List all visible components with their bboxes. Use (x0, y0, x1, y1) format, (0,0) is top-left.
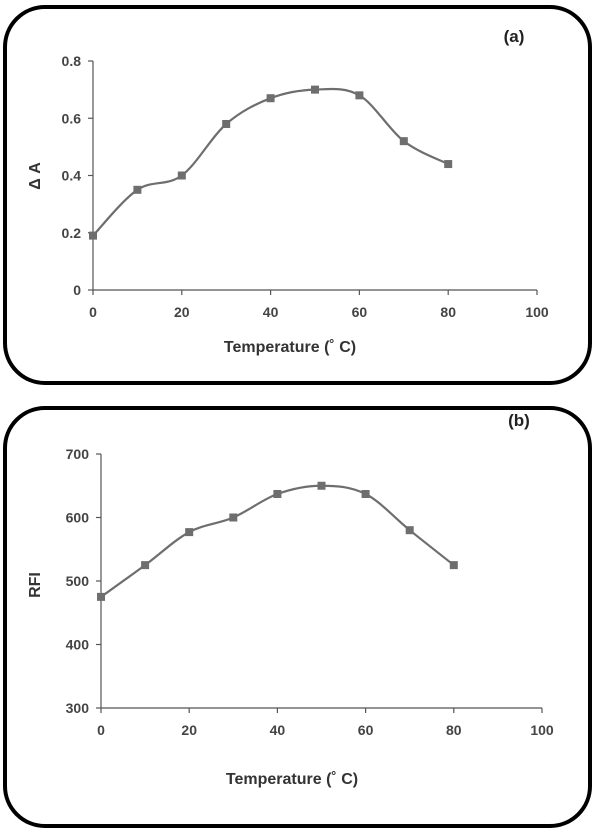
chart-a-x-tick-label: 20 (174, 304, 190, 320)
chart-b-series-line (100, 484, 455, 598)
chart-a-x-axis-title: Temperature (˚ C) (224, 339, 356, 356)
chart-a-data-point (399, 137, 408, 146)
chart-a: 0 0.2 0.4 0.6 0.8 0 20 40 60 80 100 Temperature (˚ … (27, 27, 549, 356)
chart-b-data-point (361, 490, 370, 499)
chart-a-y-tick-label: 0.2 (62, 225, 82, 241)
chart-a-data-point (89, 231, 97, 240)
chart-a-x-tick-label: 0 (89, 304, 97, 320)
chart-b-y-tick-label: 700 (66, 446, 90, 462)
chart-a-x-tick-label: 100 (525, 304, 549, 320)
chart-a-data-point (444, 160, 453, 169)
chart-a-y-tick-label: 0.8 (62, 53, 82, 69)
chart-b-y-axis-title: RFI (27, 572, 44, 598)
chart-a-data-point (177, 171, 186, 180)
chart-b-x-tick-label: 20 (181, 722, 197, 738)
chart-a-data-point (133, 185, 142, 194)
panel-a-frame (3, 5, 592, 385)
chart-a-x-tick-label: 40 (263, 304, 279, 320)
chart-a-panel-label: (a) (504, 27, 525, 46)
chart-a-y-axis-title: Δ A (27, 162, 44, 190)
chart-b-x-tick-label: 60 (358, 722, 374, 738)
chart-a-x-tick-label: 80 (440, 304, 456, 320)
chart-b-data-point (185, 528, 194, 537)
chart-b: 300 400 500 600 700 0 20 40 60 80 100 Temperature (… (27, 411, 554, 788)
chart-a-data-point (311, 85, 319, 94)
chart-b-y-tick-label: 500 (66, 573, 90, 589)
chart-a-data-point (266, 94, 275, 103)
chart-b-data-point (273, 490, 282, 499)
chart-b-data-point (229, 513, 238, 522)
chart-a-y-tick-label: 0.4 (62, 168, 82, 184)
chart-b-panel-label: (b) (508, 411, 530, 430)
chart-b-data-point (405, 526, 414, 535)
chart-b-x-axis-title: Temperature (˚ C) (226, 771, 358, 788)
chart-a-data-point (355, 91, 364, 100)
chart-b-x-tick-label: 0 (97, 722, 105, 738)
chart-b-data-point (97, 592, 105, 601)
chart-b-x-tick-label: 40 (270, 722, 286, 738)
chart-b-data-point (317, 481, 326, 490)
chart-b-x-tick-label: 100 (530, 722, 554, 738)
chart-b-y-tick-label: 600 (66, 510, 90, 526)
chart-b-data-point (141, 561, 150, 570)
chart-a-x-tick-label: 60 (352, 304, 368, 320)
chart-a-y-tick-label: 0 (73, 282, 81, 298)
chart-a-data-point (222, 119, 231, 128)
chart-b-x-tick-label: 80 (446, 722, 462, 738)
chart-b-data-point (449, 561, 458, 570)
chart-b-y-tick-label: 400 (66, 637, 90, 653)
chart-b-y-tick-label: 300 (66, 700, 90, 716)
chart-a-series-line (92, 87, 449, 237)
chart-a-y-tick-label: 0.6 (62, 110, 82, 126)
